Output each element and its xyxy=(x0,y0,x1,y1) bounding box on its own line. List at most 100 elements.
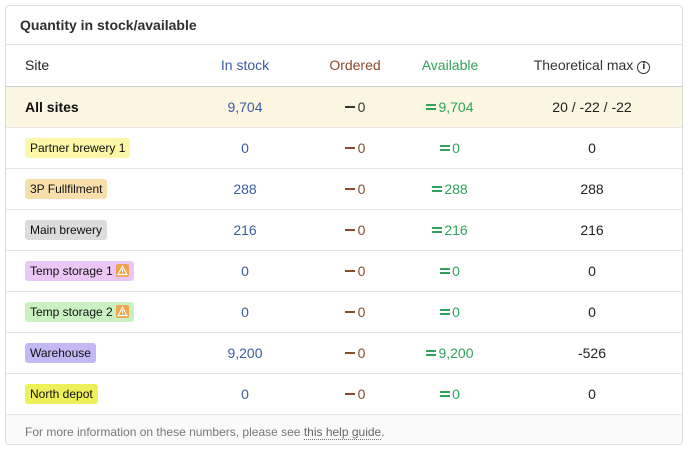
in-stock-cell: 0 xyxy=(241,303,249,320)
theoretical-max-cell: 288 xyxy=(580,180,604,197)
minus-icon xyxy=(344,228,355,231)
available-cell: 9,200 xyxy=(400,332,500,373)
ordered-value: 0 xyxy=(357,262,366,279)
all-sites-in-stock: 9,704 xyxy=(227,98,263,115)
minus-icon xyxy=(344,351,355,354)
ordered-cell: 0 xyxy=(310,373,400,414)
column-header-site: Site xyxy=(6,45,180,87)
in-stock-cell: 0 xyxy=(241,262,249,279)
info-icon[interactable]: i xyxy=(637,60,651,74)
card-title: Quantity in stock/available xyxy=(6,6,682,45)
minus-icon xyxy=(344,269,355,272)
available-value: 288 xyxy=(444,180,468,197)
all-sites-ordered-value: 0 xyxy=(357,98,366,115)
site-badge[interactable]: Warehouse xyxy=(25,342,96,363)
equals-icon xyxy=(440,308,451,315)
available-cell: 0 xyxy=(400,291,500,332)
ordered-value: 0 xyxy=(357,139,366,156)
minus-icon xyxy=(344,105,355,108)
site-badge[interactable]: Temp storage 1 xyxy=(25,260,134,281)
table-row: North depot 0 0 0 0 xyxy=(6,373,682,414)
ordered-cell: 0 xyxy=(310,168,400,209)
equals-icon xyxy=(426,349,437,356)
site-cell: Partner brewery 1 xyxy=(6,127,180,168)
footer-note: For more information on these numbers, p… xyxy=(6,414,682,444)
site-name: Warehouse xyxy=(30,345,91,360)
table-row: Main brewery 216 0 216 216 xyxy=(6,209,682,250)
table-row: Temp storage 2 0 0 0 0 xyxy=(6,291,682,332)
site-cell: Temp storage 1 xyxy=(6,250,180,291)
equals-icon xyxy=(432,226,443,233)
available-value: 0 xyxy=(452,303,460,320)
available-value: 0 xyxy=(452,385,460,402)
theoretical-max-cell: 0 xyxy=(588,303,596,320)
available-cell: 288 xyxy=(400,168,500,209)
ordered-cell: 0 xyxy=(310,209,400,250)
table-header-row: Site In stock Ordered Available Theoreti… xyxy=(6,45,682,87)
theoretical-max-cell: 0 xyxy=(588,139,596,156)
warning-icon xyxy=(115,263,129,277)
site-name: Main brewery xyxy=(30,222,103,237)
in-stock-cell: 216 xyxy=(233,221,257,238)
equals-icon xyxy=(440,267,451,274)
all-sites-theoretical-max: 20 / -22 / -22 xyxy=(552,98,632,115)
minus-icon xyxy=(344,392,355,395)
equals-icon xyxy=(440,390,451,397)
in-stock-cell: 9,200 xyxy=(227,344,263,361)
in-stock-cell: 0 xyxy=(241,139,249,156)
footer-text-end: . xyxy=(381,424,385,439)
ordered-value: 0 xyxy=(357,303,366,320)
theoretical-max-cell: 0 xyxy=(588,385,596,402)
equals-icon xyxy=(432,185,443,192)
stock-card: Quantity in stock/available Site In stoc… xyxy=(5,5,683,445)
site-name: Temp storage 2 xyxy=(30,304,113,319)
site-name: Partner brewery 1 xyxy=(30,140,126,155)
ordered-cell: 0 xyxy=(310,127,400,168)
column-header-available: Available xyxy=(400,45,500,87)
ordered-cell: 0 xyxy=(310,291,400,332)
ordered-value: 0 xyxy=(357,344,366,361)
ordered-cell: 0 xyxy=(310,332,400,373)
table-row: 3P Fullfilment 288 0 288 288 xyxy=(6,168,682,209)
site-cell: Main brewery xyxy=(6,209,180,250)
available-value: 9,200 xyxy=(438,344,474,361)
column-header-in-stock: In stock xyxy=(180,45,310,87)
warning-icon xyxy=(115,304,129,318)
site-badge[interactable]: North depot xyxy=(25,383,98,404)
footer-text: For more information on these numbers, p… xyxy=(25,424,304,439)
site-badge[interactable]: Temp storage 2 xyxy=(25,301,134,322)
in-stock-cell: 288 xyxy=(233,180,257,197)
available-value: 216 xyxy=(444,221,468,238)
site-name: 3P Fullfilment xyxy=(30,181,103,196)
site-cell: Warehouse xyxy=(6,332,180,373)
in-stock-cell: 0 xyxy=(241,385,249,402)
available-cell: 0 xyxy=(400,373,500,414)
available-value: 0 xyxy=(452,262,460,279)
ordered-value: 0 xyxy=(357,385,366,402)
all-sites-label: All sites xyxy=(25,98,79,115)
site-cell: 3P Fullfilment xyxy=(6,168,180,209)
minus-icon xyxy=(344,146,355,149)
available-cell: 216 xyxy=(400,209,500,250)
ordered-value: 0 xyxy=(357,180,366,197)
all-sites-ordered: 0 xyxy=(310,86,400,127)
column-header-theoretical-max: Theoretical max i xyxy=(500,45,682,87)
site-name: Temp storage 1 xyxy=(30,263,113,278)
theoretical-max-cell: 0 xyxy=(588,262,596,279)
column-header-ordered: Ordered xyxy=(310,45,400,87)
site-badge[interactable]: Partner brewery 1 xyxy=(25,137,131,158)
theoretical-max-label: Theoretical max xyxy=(533,56,634,73)
theoretical-max-cell: 216 xyxy=(580,221,604,238)
equals-icon xyxy=(426,103,437,110)
available-value: 0 xyxy=(452,139,460,156)
site-name: North depot xyxy=(30,386,93,401)
theoretical-max-cell: -526 xyxy=(577,344,607,361)
all-sites-row: All sites 9,704 0 9,704 20 / -22 / -22 xyxy=(6,86,682,127)
site-badge[interactable]: 3P Fullfilment xyxy=(25,178,108,199)
minus-icon xyxy=(344,187,355,190)
stock-table: Site In stock Ordered Available Theoreti… xyxy=(6,45,682,415)
all-sites-available: 9,704 xyxy=(400,86,500,127)
table-row: Temp storage 1 0 0 0 0 xyxy=(6,250,682,291)
help-guide-link[interactable]: this help guide xyxy=(303,424,382,440)
site-badge[interactable]: Main brewery xyxy=(25,219,108,240)
